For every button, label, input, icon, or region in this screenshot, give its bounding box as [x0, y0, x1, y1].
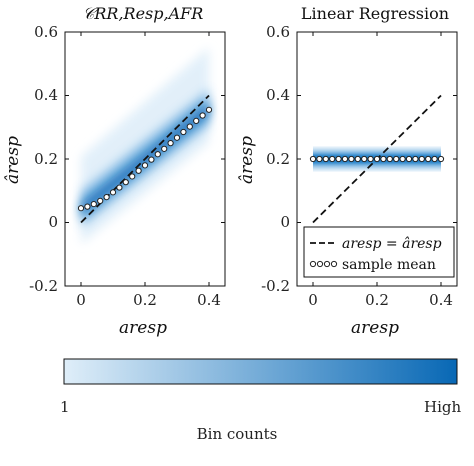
- left-x-axis-label: aresp: [119, 318, 167, 338]
- right-sample-mean-point: [393, 155, 400, 163]
- left-sample-mean-point: [84, 203, 91, 210]
- left-sample-mean-point: [116, 184, 123, 191]
- left-sample-mean-point: [109, 189, 117, 196]
- left-panel: 𝒞RR,Resp,AFR 0.6 0.4 0.2 0 -0.2 0 0.2 0.…: [3, 4, 226, 338]
- left-sample-mean-point: [103, 194, 110, 201]
- legend: aresp = âresp sample mean: [303, 226, 455, 278]
- right-ytick-0.2: 0.2: [266, 150, 290, 168]
- right-sample-mean-point: [431, 155, 438, 163]
- right-sample-mean-point: [425, 155, 432, 163]
- right-sample-mean-point: [348, 155, 355, 163]
- right-xtick-0.4: 0.4: [429, 291, 453, 309]
- left-xtick-0.2: 0.2: [133, 291, 157, 309]
- left-sample-mean-point: [161, 145, 168, 152]
- left-sample-mean-point: [193, 117, 200, 125]
- legend-entry-sample-mean: sample mean: [342, 257, 436, 273]
- left-sample-mean-point: [129, 173, 136, 180]
- legend-marker-dot: [309, 260, 317, 268]
- colorbar-gradient: [63, 358, 458, 385]
- left-panel-title: 𝒞RR,Resp,AFR: [83, 4, 204, 23]
- legend-marker-dot: [323, 260, 331, 268]
- right-sample-mean-point: [361, 155, 368, 163]
- right-sample-mean-point: [380, 155, 387, 163]
- right-sample-mean-point: [354, 155, 361, 163]
- right-sample-mean-markers: [309, 155, 445, 163]
- left-sample-mean-point: [122, 179, 129, 186]
- left-sample-mean-markers: [77, 106, 213, 212]
- legend-box: [303, 226, 455, 278]
- legend-marker-swatch: [309, 260, 338, 268]
- right-panel-title: Linear Regression: [301, 4, 449, 23]
- colorbar-min-label: 1: [60, 398, 70, 416]
- right-sample-mean-point: [367, 155, 374, 163]
- right-xtick-0: 0: [308, 291, 318, 309]
- left-sample-mean-point: [199, 112, 206, 119]
- right-ytick-0.6: 0.6: [266, 23, 290, 41]
- right-sample-mean-point: [437, 155, 445, 163]
- left-sample-mean-point: [97, 197, 104, 205]
- right-sample-mean-point: [341, 155, 349, 163]
- left-sample-mean-point: [180, 128, 187, 136]
- legend-marker-dot: [330, 260, 338, 268]
- left-sample-mean-point: [167, 140, 174, 147]
- left-sample-mean-point: [77, 205, 85, 212]
- right-x-axis-label: aresp: [351, 318, 399, 338]
- right-y-axis-label: âresp: [237, 136, 257, 184]
- right-sample-mean-point: [405, 155, 413, 163]
- left-ytick-0.2: 0.2: [34, 150, 58, 168]
- right-sample-mean-point: [322, 155, 329, 163]
- left-sample-mean-point: [186, 123, 193, 130]
- left-ytick-0.4: 0.4: [34, 86, 58, 104]
- right-ytick-0.4: 0.4: [266, 86, 290, 104]
- left-ytick-0.6: 0.6: [34, 23, 58, 41]
- left-sample-mean-point: [154, 151, 161, 158]
- right-sample-mean-point: [418, 155, 425, 163]
- left-y-axis-label: âresp: [3, 136, 23, 184]
- right-ytick-neg0.2: -0.2: [261, 277, 290, 295]
- left-sample-mean-point: [135, 167, 142, 174]
- left-identity-line: [80, 94, 210, 224]
- right-sample-mean-point: [399, 155, 406, 163]
- right-sample-mean-point: [386, 155, 393, 163]
- right-xtick-0.2: 0.2: [365, 291, 389, 309]
- colorbar: [63, 358, 458, 385]
- left-sample-mean-point: [148, 156, 155, 163]
- colorbar-max-label: High: [424, 398, 462, 416]
- legend-marker-dot: [316, 260, 324, 268]
- right-sample-mean-point: [316, 155, 323, 163]
- left-sample-mean-point: [205, 106, 213, 113]
- right-sample-mean-point: [373, 155, 381, 163]
- left-sample-mean-point: [90, 200, 97, 208]
- left-ytick-neg0.2: -0.2: [29, 277, 58, 295]
- left-sample-mean-point: [173, 134, 181, 141]
- colorbar-title: Bin counts: [196, 425, 278, 443]
- right-panel: Linear Regression 0.6 0.4 0.2 0 -0.2 0 0…: [237, 4, 458, 338]
- left-density-heatmap: [81, 47, 209, 245]
- left-sample-mean-point: [141, 162, 149, 169]
- right-sample-mean-point: [329, 155, 336, 163]
- left-xtick-0: 0: [76, 291, 86, 309]
- right-ytick-0: 0: [280, 213, 290, 231]
- legend-entry-identity: aresp = âresp: [342, 236, 442, 252]
- right-sample-mean-point: [309, 155, 317, 163]
- right-tick-marks: [297, 31, 457, 287]
- left-tick-marks: [65, 31, 225, 287]
- right-sample-mean-point: [412, 155, 419, 163]
- right-sample-mean-point: [335, 155, 342, 163]
- left-xtick-0.4: 0.4: [197, 291, 221, 309]
- left-ytick-0: 0: [48, 213, 58, 231]
